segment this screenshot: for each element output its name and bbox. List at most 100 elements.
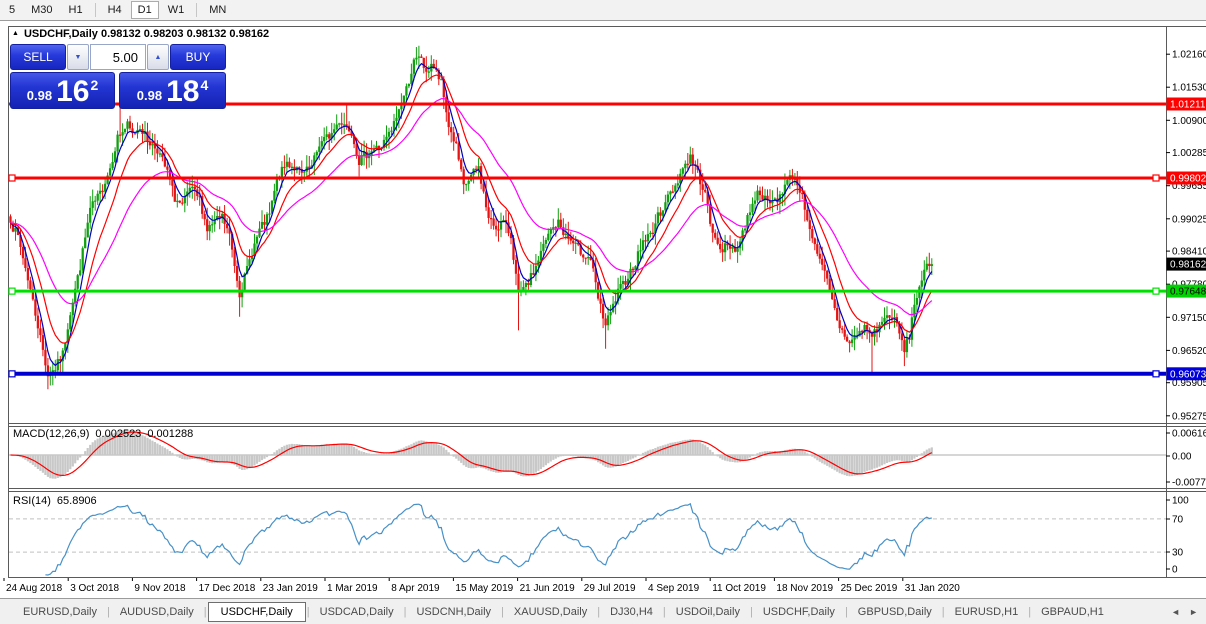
macd-axis-label: -0.00774 (1172, 478, 1206, 489)
rsi-plot-area[interactable] (9, 493, 1166, 577)
macd-value-signal: 0.001288 (147, 428, 194, 440)
rsi-indicator-label: RSI(14) 65.8906 (13, 495, 103, 507)
rsi-window (9, 493, 1166, 577)
level-line-handle[interactable] (8, 370, 16, 378)
date-tick-label: 18 Nov 2019 (776, 583, 833, 594)
sell-price-prefix: 0.98 (26, 88, 53, 103)
price-tick-label: 1.01530 (1172, 83, 1206, 94)
quote-panel-top-row: SELL ▼ 5.00 ▲ BUY (10, 44, 226, 70)
level-line-handle[interactable] (1152, 370, 1160, 378)
macd-axis-label: 0.00 (1172, 452, 1192, 463)
arrow-up-icon: ▲ (154, 53, 162, 61)
price-level-badge (1166, 171, 1206, 185)
chart-tab-gbpusd-daily[interactable]: GBPUSD,Daily (857, 605, 932, 618)
chart-tab-eurusd-daily[interactable]: EURUSD,Daily (23, 605, 97, 618)
level-line-handle[interactable] (1152, 174, 1160, 182)
price-level-badge-text: 0.99802 (1170, 174, 1206, 185)
price-tick-label: 1.00285 (1172, 148, 1206, 159)
chart-tab-usdcnh-daily[interactable]: USDCNH,Daily (416, 605, 492, 618)
collapse-quote-panel-icon[interactable]: ▲ (12, 29, 19, 37)
moving-average-line-5 (10, 62, 933, 367)
date-tick-label: 24 Aug 2018 (6, 583, 63, 594)
chart-tab-usdcad-daily[interactable]: USDCAD,Daily (319, 605, 394, 618)
timeframe-button-w1[interactable]: W1 (167, 4, 185, 16)
price-tick-label: 0.96520 (1172, 346, 1206, 357)
timeframe-button-m30[interactable]: M30 (31, 4, 53, 16)
timeframe-button-d1[interactable]: D1 (130, 1, 159, 19)
timeframe-button-h4[interactable]: H4 (107, 4, 122, 16)
tab-separator: | (203, 605, 207, 618)
level-line-handle[interactable] (1152, 287, 1160, 295)
timeframe-toolbar: 5 M30 H1 H4 D1 W1 MN (0, 0, 1206, 21)
date-tick-label: 11 Oct 2019 (712, 583, 766, 594)
buy-price-button[interactable]: 0.98 18 4 (119, 72, 226, 109)
chart-tab-usdchf-daily[interactable]: USDCHF,Daily (207, 601, 306, 622)
sell-button[interactable]: SELL (10, 44, 66, 70)
volume-decrease-button[interactable]: ▼ (67, 44, 89, 70)
price-level-badge (1166, 97, 1206, 111)
macd-signal-line (10, 431, 933, 477)
price-tick-label: 0.99655 (1172, 181, 1206, 192)
rsi-axis-label: 0 (1172, 565, 1178, 576)
sell-price-button[interactable]: 0.98 16 2 (10, 72, 115, 109)
rsi-line (45, 502, 932, 576)
timeframe-button-h1[interactable]: H1 (68, 4, 83, 16)
price-level-badge (1166, 257, 1206, 271)
date-tick-label: 25 Dec 2019 (841, 583, 898, 594)
date-tick-label: 3 Oct 2018 (70, 583, 119, 594)
tab-separator: | (597, 605, 601, 618)
macd-value-main: 0.002523 (95, 428, 142, 440)
tab-separator: | (501, 605, 504, 618)
candlestick-layer (9, 45, 933, 390)
chart-tab-audusd-daily[interactable]: AUDUSD,Daily (119, 605, 194, 618)
price-tick-label: 1.00900 (1172, 116, 1206, 127)
timeframe-button-5[interactable]: 5 (9, 4, 16, 16)
buy-button[interactable]: BUY (170, 44, 226, 70)
date-tick-label: 29 Jul 2019 (584, 583, 636, 594)
price-tick-label: 0.95905 (1172, 378, 1206, 389)
level-line-handle[interactable] (8, 287, 16, 295)
sell-price-pip: 2 (90, 77, 99, 93)
tabs-scroll-left-icon[interactable]: ◄ (1171, 606, 1181, 617)
date-tick-label: 21 Jun 2019 (520, 583, 575, 594)
level-line-handle[interactable] (8, 174, 16, 182)
buy-price-digits: 18 (166, 74, 200, 108)
macd-axis-label: 0.006166 (1172, 429, 1206, 440)
tab-separator: | (403, 605, 407, 618)
chart-tab-gbpaud-h1[interactable]: GBPAUD,H1 (1041, 605, 1104, 618)
tab-separator: | (662, 605, 666, 618)
price-tick-label: 0.97150 (1172, 313, 1206, 324)
volume-input[interactable]: 5.00 (90, 44, 146, 70)
chart-tab-dj30-h4[interactable]: DJ30,H4 (610, 605, 653, 618)
chart-title: ▲ USDCHF,Daily 0.98132 0.98203 0.98132 0… (12, 28, 269, 40)
price-level-badge-text: 1.01211 (1170, 100, 1206, 111)
date-tick-label: 4 Sep 2019 (648, 583, 700, 594)
one-click-trading-panel: SELL ▼ 5.00 ▲ BUY 0.98 16 2 0.98 18 4 (10, 44, 226, 109)
date-tick-label: 17 Dec 2018 (199, 583, 256, 594)
arrow-down-icon: ▼ (74, 53, 82, 61)
price-level-badge (1166, 284, 1206, 298)
chart-tab-xauusd-daily[interactable]: XAUUSD,Daily (513, 605, 588, 618)
date-tick-label: 23 Jan 2019 (263, 583, 318, 594)
date-tick-label: 31 Jan 2020 (905, 583, 960, 594)
rsi-axis-label: 70 (1172, 515, 1184, 526)
chart-tab-eurusd-h1[interactable]: EURUSD,H1 (954, 605, 1019, 618)
chart-tab-usdoil-daily[interactable]: USDOil,Daily (675, 605, 740, 618)
chart-title-text: USDCHF,Daily 0.98132 0.98203 0.98132 0.9… (23, 28, 270, 40)
toolbar-separator (196, 3, 198, 17)
tabs-scroll-right-icon[interactable]: ► (1189, 606, 1198, 617)
price-tick-label: 0.95275 (1172, 411, 1206, 422)
chart-tab-usdchf-daily[interactable]: USDCHF,Daily (762, 605, 835, 618)
price-level-badge-text: 0.97648 (1170, 287, 1206, 298)
rsi-name: RSI(14) (13, 495, 51, 507)
timeframe-button-mn[interactable]: MN (209, 4, 227, 16)
price-tick-label: 0.99025 (1172, 214, 1206, 225)
sell-price-digits: 16 (56, 74, 90, 108)
tab-separator: | (106, 605, 110, 618)
macd-indicator-label: MACD(12,26,9) 0.002523 0.001288 (13, 428, 199, 440)
tab-separator: | (749, 605, 753, 618)
price-level-badge-text: 0.96073 (1170, 369, 1206, 380)
volume-increase-button[interactable]: ▲ (147, 44, 169, 70)
